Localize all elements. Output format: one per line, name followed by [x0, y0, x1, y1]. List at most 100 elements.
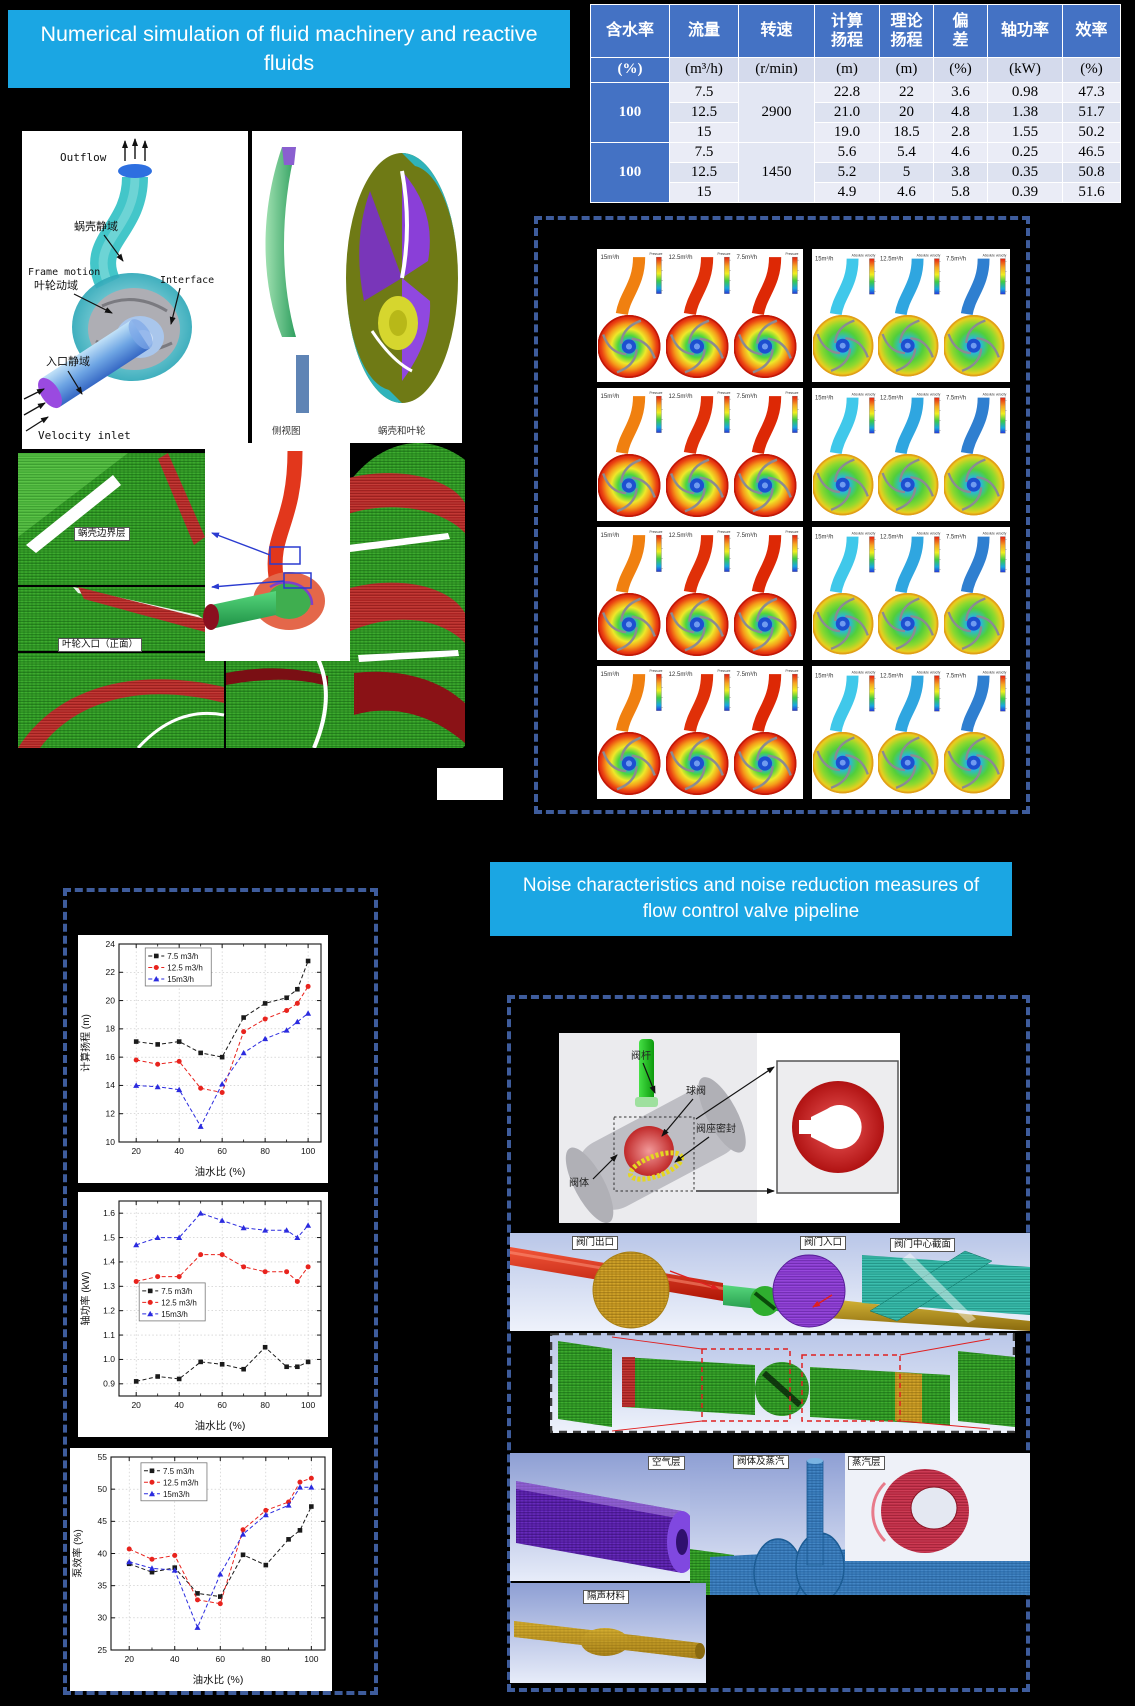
pump-contour-plot: 15m³/h Pressure — [598, 669, 663, 795]
colorbar-title: Pressure — [718, 530, 731, 534]
steam-pipe-mesh — [806, 1460, 824, 1566]
flow-rate-label: 12.5m³/h — [880, 674, 903, 680]
mesh-volute-impeller — [328, 443, 465, 748]
svg-text:60: 60 — [217, 1400, 227, 1410]
flow-cell: 12.5 — [669, 162, 739, 183]
frame-motion-label: Frame motion — [28, 267, 100, 278]
mesh-blades-front — [18, 653, 225, 748]
outlet-pipe-contour — [829, 258, 859, 316]
theory-head-cell: 20 — [879, 102, 934, 123]
svg-text:16: 16 — [106, 1052, 116, 1062]
column-header: 效率 — [1062, 4, 1121, 58]
svg-text:轴功率 (kW): 轴功率 (kW) — [79, 1272, 92, 1326]
chart-calculated-head: 10 12 14 16 18 20 22 24 20 40 60 80 100 7.5 m3/h 12.5 … — [78, 935, 328, 1183]
colorbar — [656, 395, 662, 433]
outlet-pipe-contour — [829, 397, 859, 455]
colorbar — [934, 397, 940, 434]
pump-contour-plot: 7.5m³/h Pressure — [734, 252, 799, 378]
flow-cell: 7.5 — [669, 82, 739, 103]
flow-rate-label: 7.5m³/h — [737, 532, 758, 539]
svg-text:12.5 m3/h: 12.5 m3/h — [161, 1298, 197, 1307]
svg-text:20: 20 — [131, 1400, 141, 1410]
colorbar — [724, 673, 730, 711]
valve-noise-box — [507, 995, 1030, 1692]
pump-contour-plot: 7.5m³/h Pressure — [734, 391, 799, 517]
colorbar — [934, 258, 940, 295]
pump-contour-plot: 15m³/h Pressure — [598, 391, 663, 517]
svg-text:7.5 m3/h: 7.5 m3/h — [161, 1287, 192, 1296]
section1-title: Numerical simulation of fluid machinery … — [40, 21, 538, 75]
colorbar-title: Absolute velocity — [852, 393, 876, 397]
water-cut-cell: 100 — [590, 142, 670, 203]
table-units-row: (%) (m³/h) (r/min) (m) (m) (%) (kW) (%) — [590, 57, 1121, 83]
theory-head-cell: 5 — [879, 162, 934, 183]
svg-text:1.1: 1.1 — [103, 1330, 115, 1340]
pump-contour-plot: 15m³/h Absolute velocity — [813, 393, 876, 516]
colorbar-title: Pressure — [786, 669, 799, 673]
deviation-cell: 4.8 — [933, 102, 988, 123]
svg-text:30: 30 — [98, 1613, 108, 1623]
section2-header: Noise characteristics and noise reductio… — [490, 862, 1012, 936]
section1-header: Numerical simulation of fluid machinery … — [8, 10, 570, 88]
outlet-cap — [118, 164, 152, 178]
column-header: 含水率 — [590, 4, 670, 58]
svg-text:油水比 (%): 油水比 (%) — [193, 1673, 244, 1686]
column-header: 转速 — [738, 4, 815, 58]
pressure-contour-panel: 15m³/h Pressure 12.5m³/h Pressure 7.5m³/… — [597, 666, 803, 799]
velocity-contour-panel: 15m³/h Absolute velocity 12.5m³/h Absolu… — [812, 527, 1010, 660]
colorbar — [934, 675, 940, 712]
svg-text:40: 40 — [174, 1146, 184, 1156]
flow-rate-label: 15m³/h — [601, 393, 620, 400]
svg-text:15m3/h: 15m3/h — [163, 1490, 190, 1499]
pressure-contour-panel: 15m³/h Pressure 12.5m³/h Pressure 7.5m³/… — [597, 388, 803, 521]
outlet-pipe-contour — [683, 256, 714, 316]
line-chart: 0.9 1.0 1.1 1.2 1.3 1.4 1.5 1.6 20 40 60 80 100 7.5 m… — [79, 1200, 322, 1432]
line-chart: 10 12 14 16 18 20 22 24 20 40 60 80 100 7.5 m3/h 12.5 … — [79, 939, 322, 1178]
svg-text:10: 10 — [106, 1137, 116, 1147]
svg-text:7.5 m3/h: 7.5 m3/h — [167, 952, 198, 961]
flow-rate-label: 12.5m³/h — [880, 396, 903, 402]
colorbar — [792, 673, 798, 711]
pump-contour-plot: 15m³/h Absolute velocity — [813, 254, 876, 377]
shaft-power-cell: 1.38 — [987, 102, 1063, 123]
svg-text:80: 80 — [260, 1400, 270, 1410]
outlet-pipe-contour — [960, 536, 990, 594]
center-section-label: 阀门中心截面 — [890, 1238, 956, 1252]
pump-contour-plot: 7.5m³/h Absolute velocity — [943, 671, 1007, 794]
colorbar — [792, 256, 798, 294]
column-header: 流量 — [669, 4, 739, 58]
svg-text:20: 20 — [106, 995, 116, 1005]
colorbar-title: Pressure — [650, 530, 663, 534]
volute-impeller-caption: 蜗壳和叶轮 — [378, 425, 426, 437]
velocity-contour-panel: 15m³/h Absolute velocity 12.5m³/h Absolu… — [812, 249, 1010, 382]
svg-text:100: 100 — [304, 1654, 318, 1664]
shaft-power-cell: 0.98 — [987, 82, 1063, 103]
air-layer-figure — [510, 1453, 717, 1581]
valve-assembly-figure: 阀杆 球阀 阀座密封 阀体 — [559, 1033, 900, 1223]
outlet-pipe-contour — [960, 258, 990, 316]
efficiency-cell: 46.5 — [1062, 142, 1121, 163]
svg-text:1.6: 1.6 — [103, 1208, 115, 1218]
svg-text:12.5 m3/h: 12.5 m3/h — [163, 1478, 199, 1487]
svg-text:50: 50 — [98, 1484, 108, 1494]
center-section-mesh — [862, 1250, 1030, 1323]
deviation-cell: 4.6 — [933, 142, 988, 163]
white-patch — [437, 768, 503, 800]
deviation-cell: 2.8 — [933, 122, 988, 143]
inlet-static-label: 入口静域 — [46, 354, 90, 368]
colorbar-title: Absolute velocity — [982, 532, 1006, 536]
colorbar-title: Absolute velocity — [982, 393, 1006, 397]
pump-contour-plot: 12.5m³/h Absolute velocity — [878, 671, 942, 794]
mesh-volute-boundary — [18, 453, 205, 585]
impeller-views-figure: 侧视图 蜗壳和叶轮 — [252, 131, 462, 443]
efficiency-cell: 50.8 — [1062, 162, 1121, 183]
steam-layer-figure — [845, 1453, 1030, 1561]
svg-text:80: 80 — [261, 1654, 271, 1664]
flow-rate-label: 12.5m³/h — [880, 535, 903, 541]
colorbar-title: Pressure — [650, 669, 663, 673]
svg-text:1.0: 1.0 — [103, 1354, 115, 1364]
colorbar — [656, 256, 662, 294]
valve-and-steam-label: 阀体及蒸汽 — [733, 1455, 789, 1469]
efficiency-cell: 50.2 — [1062, 122, 1121, 143]
svg-text:60: 60 — [217, 1146, 227, 1156]
